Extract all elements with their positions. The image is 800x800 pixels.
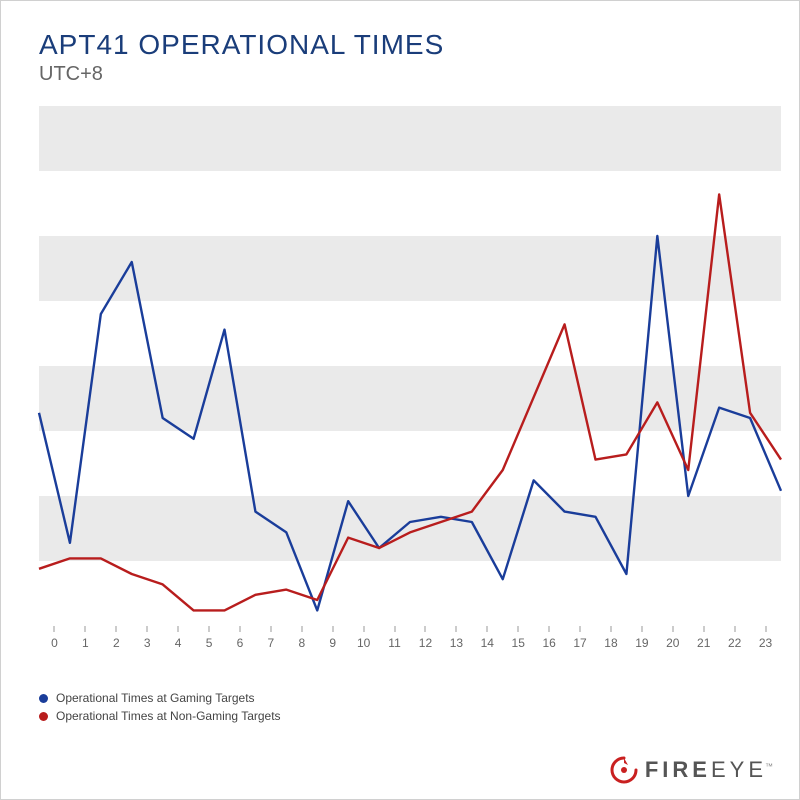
x-tick: 17: [580, 626, 581, 632]
plot-area: [39, 106, 781, 626]
x-tick-mark: [672, 626, 673, 632]
x-tick-mark: [549, 626, 550, 632]
x-tick-label: 13: [450, 636, 463, 650]
x-tick-label: 15: [512, 636, 525, 650]
x-tick-mark: [301, 626, 302, 632]
x-tick-label: 9: [329, 636, 336, 650]
legend-label: Operational Times at Gaming Targets: [56, 691, 255, 705]
x-tick-label: 19: [635, 636, 648, 650]
brand-logo: FIREEYE™: [609, 755, 777, 785]
x-tick-label: 23: [759, 636, 772, 650]
x-tick: 22: [734, 626, 735, 632]
x-tick-label: 11: [388, 636, 400, 650]
x-tick-label: 6: [237, 636, 244, 650]
x-tick-label: 4: [175, 636, 182, 650]
x-tick-mark: [239, 626, 240, 632]
series-non_gaming: [39, 194, 781, 610]
x-tick-mark: [147, 626, 148, 632]
x-tick-label: 18: [604, 636, 617, 650]
x-tick-label: 10: [357, 636, 370, 650]
x-tick-mark: [610, 626, 611, 632]
x-tick-mark: [394, 626, 395, 632]
x-tick-label: 22: [728, 636, 741, 650]
x-tick: 12: [425, 626, 426, 632]
x-tick-label: 0: [51, 636, 58, 650]
chart-subtitle: UTC+8: [39, 63, 761, 86]
x-tick: 0: [54, 626, 55, 632]
x-tick-mark: [425, 626, 426, 632]
x-tick: 15: [518, 626, 519, 632]
x-tick-mark: [270, 626, 271, 632]
x-tick-label: 17: [573, 636, 586, 650]
x-axis: 01234567891011121314151617181920212223: [39, 626, 781, 666]
x-tick-label: 1: [82, 636, 89, 650]
legend-swatch: [39, 694, 48, 703]
x-tick-label: 7: [268, 636, 275, 650]
x-tick-label: 16: [542, 636, 555, 650]
chart-title: APT41 OPERATIONAL TIMES: [39, 29, 761, 61]
x-tick: 2: [116, 626, 117, 632]
series-gaming: [39, 236, 781, 610]
chart-container: 01234567891011121314151617181920212223: [39, 106, 781, 666]
x-tick-mark: [487, 626, 488, 632]
x-tick: 14: [487, 626, 488, 632]
x-tick-mark: [456, 626, 457, 632]
x-tick: 4: [178, 626, 179, 632]
legend-label: Operational Times at Non-Gaming Targets: [56, 709, 281, 723]
fireeye-icon: [609, 755, 639, 785]
x-tick-mark: [178, 626, 179, 632]
x-tick: 9: [332, 626, 333, 632]
x-tick-mark: [765, 626, 766, 632]
x-tick: 8: [301, 626, 302, 632]
x-tick-mark: [363, 626, 364, 632]
x-tick: 11: [394, 626, 395, 632]
x-tick: 21: [703, 626, 704, 632]
x-tick: 18: [610, 626, 611, 632]
legend-item: Operational Times at Non-Gaming Targets: [39, 709, 281, 723]
legend: Operational Times at Gaming Targets Opera…: [39, 691, 281, 727]
x-tick-label: 8: [298, 636, 305, 650]
x-tick-label: 5: [206, 636, 213, 650]
x-tick: 23: [765, 626, 766, 632]
x-tick-label: 21: [697, 636, 710, 650]
x-tick: 10: [363, 626, 364, 632]
chart-header: APT41 OPERATIONAL TIMES UTC+8: [1, 1, 799, 98]
x-tick: 6: [239, 626, 240, 632]
x-tick-mark: [703, 626, 704, 632]
x-tick-mark: [332, 626, 333, 632]
x-tick: 7: [270, 626, 271, 632]
chart-lines: [39, 106, 781, 626]
x-tick: 19: [641, 626, 642, 632]
x-tick-mark: [641, 626, 642, 632]
x-tick-mark: [734, 626, 735, 632]
x-tick: 1: [85, 626, 86, 632]
legend-item: Operational Times at Gaming Targets: [39, 691, 281, 705]
x-tick-mark: [116, 626, 117, 632]
x-tick: 16: [549, 626, 550, 632]
x-tick-mark: [209, 626, 210, 632]
x-tick-mark: [580, 626, 581, 632]
x-tick-label: 12: [419, 636, 432, 650]
x-tick-mark: [85, 626, 86, 632]
legend-swatch: [39, 712, 48, 721]
x-tick: 13: [456, 626, 457, 632]
x-tick: 20: [672, 626, 673, 632]
x-tick-label: 3: [144, 636, 151, 650]
x-tick-label: 2: [113, 636, 120, 650]
x-tick: 5: [209, 626, 210, 632]
x-tick-label: 20: [666, 636, 679, 650]
x-tick-mark: [518, 626, 519, 632]
brand-text: FIREEYE™: [645, 757, 777, 783]
x-tick-label: 14: [481, 636, 494, 650]
x-tick: 3: [147, 626, 148, 632]
x-tick-mark: [54, 626, 55, 632]
